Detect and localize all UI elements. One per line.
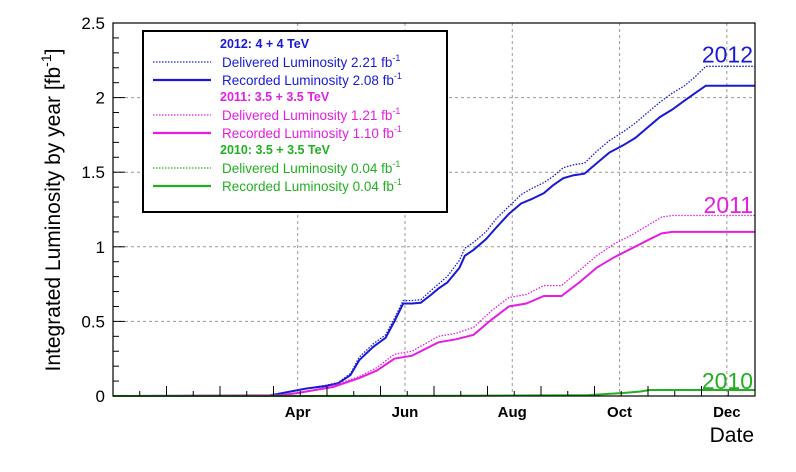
legend-heading-0: 2012: 4 + 4 TeV: [220, 37, 310, 51]
y-tick-label-2: 1: [96, 238, 105, 257]
legend-delivered-1: Delivered Luminosity 1.21 fb-1: [222, 106, 400, 123]
y-axis-title: Integrated Luminosity by year [fb-1]: [38, 49, 65, 372]
legend-box: [142, 30, 448, 213]
y-tick-label-4: 2: [96, 89, 105, 108]
series-2011-delivered: [112, 214, 755, 397]
x-month-label-dec: Dec: [713, 404, 741, 421]
year-labels: 2012 2011 2010: [702, 41, 753, 394]
series-group: [112, 65, 755, 397]
x-month-label-aug: Aug: [498, 404, 527, 421]
series-2011-recorded: [112, 230, 755, 397]
y-tick-label-3: 1.5: [81, 163, 105, 182]
legend-heading-1: 2011: 3.5 + 3.5 TeV: [220, 90, 330, 104]
axis-ticks: [112, 22, 756, 397]
x-month-label-apr: Apr: [285, 404, 311, 421]
x-axis-title: Date: [710, 424, 754, 447]
legend-heading-2: 2010: 3.5 + 3.5 TeV: [220, 143, 331, 157]
year-label-2010: 2010: [702, 368, 753, 394]
y-tick-labels: 0 0.5 1 1.5 2 2.5: [81, 14, 105, 406]
legend-recorded-0: Recorded Luminosity 2.08 fb-1: [222, 71, 402, 88]
year-label-2012: 2012: [702, 41, 753, 67]
x-month-label-oct: Oct: [607, 404, 632, 421]
legend-delivered-0: Delivered Luminosity 2.21 fb-1: [222, 53, 400, 70]
legend-recorded-2: Recorded Luminosity 0.04 fb-1: [222, 177, 402, 194]
legend-delivered-2: Delivered Luminosity 0.04 fb-1: [222, 159, 400, 176]
series-2012-delivered: [112, 65, 755, 397]
y-tick-label-5: 2.5: [81, 14, 105, 33]
legend: 2012: 4 + 4 TeV Delivered Luminosity 2.21…: [142, 30, 448, 213]
legend-recorded-1: Recorded Luminosity 1.10 fb-1: [222, 124, 402, 141]
y-axis-title-sup: -1: [38, 54, 54, 67]
x-month-labels: Apr Jun Aug Oct Dec: [285, 404, 741, 421]
y-axis-title-main: Integrated Luminosity by year [fb: [42, 67, 65, 372]
series-2012-recorded: [112, 84, 755, 397]
year-label-2011: 2011: [704, 192, 753, 218]
y-tick-label-0: 0: [96, 387, 105, 406]
x-month-label-jun: Jun: [392, 404, 419, 421]
y-axis-title-end: ]: [42, 49, 65, 55]
y-tick-label-1: 0.5: [81, 312, 105, 331]
